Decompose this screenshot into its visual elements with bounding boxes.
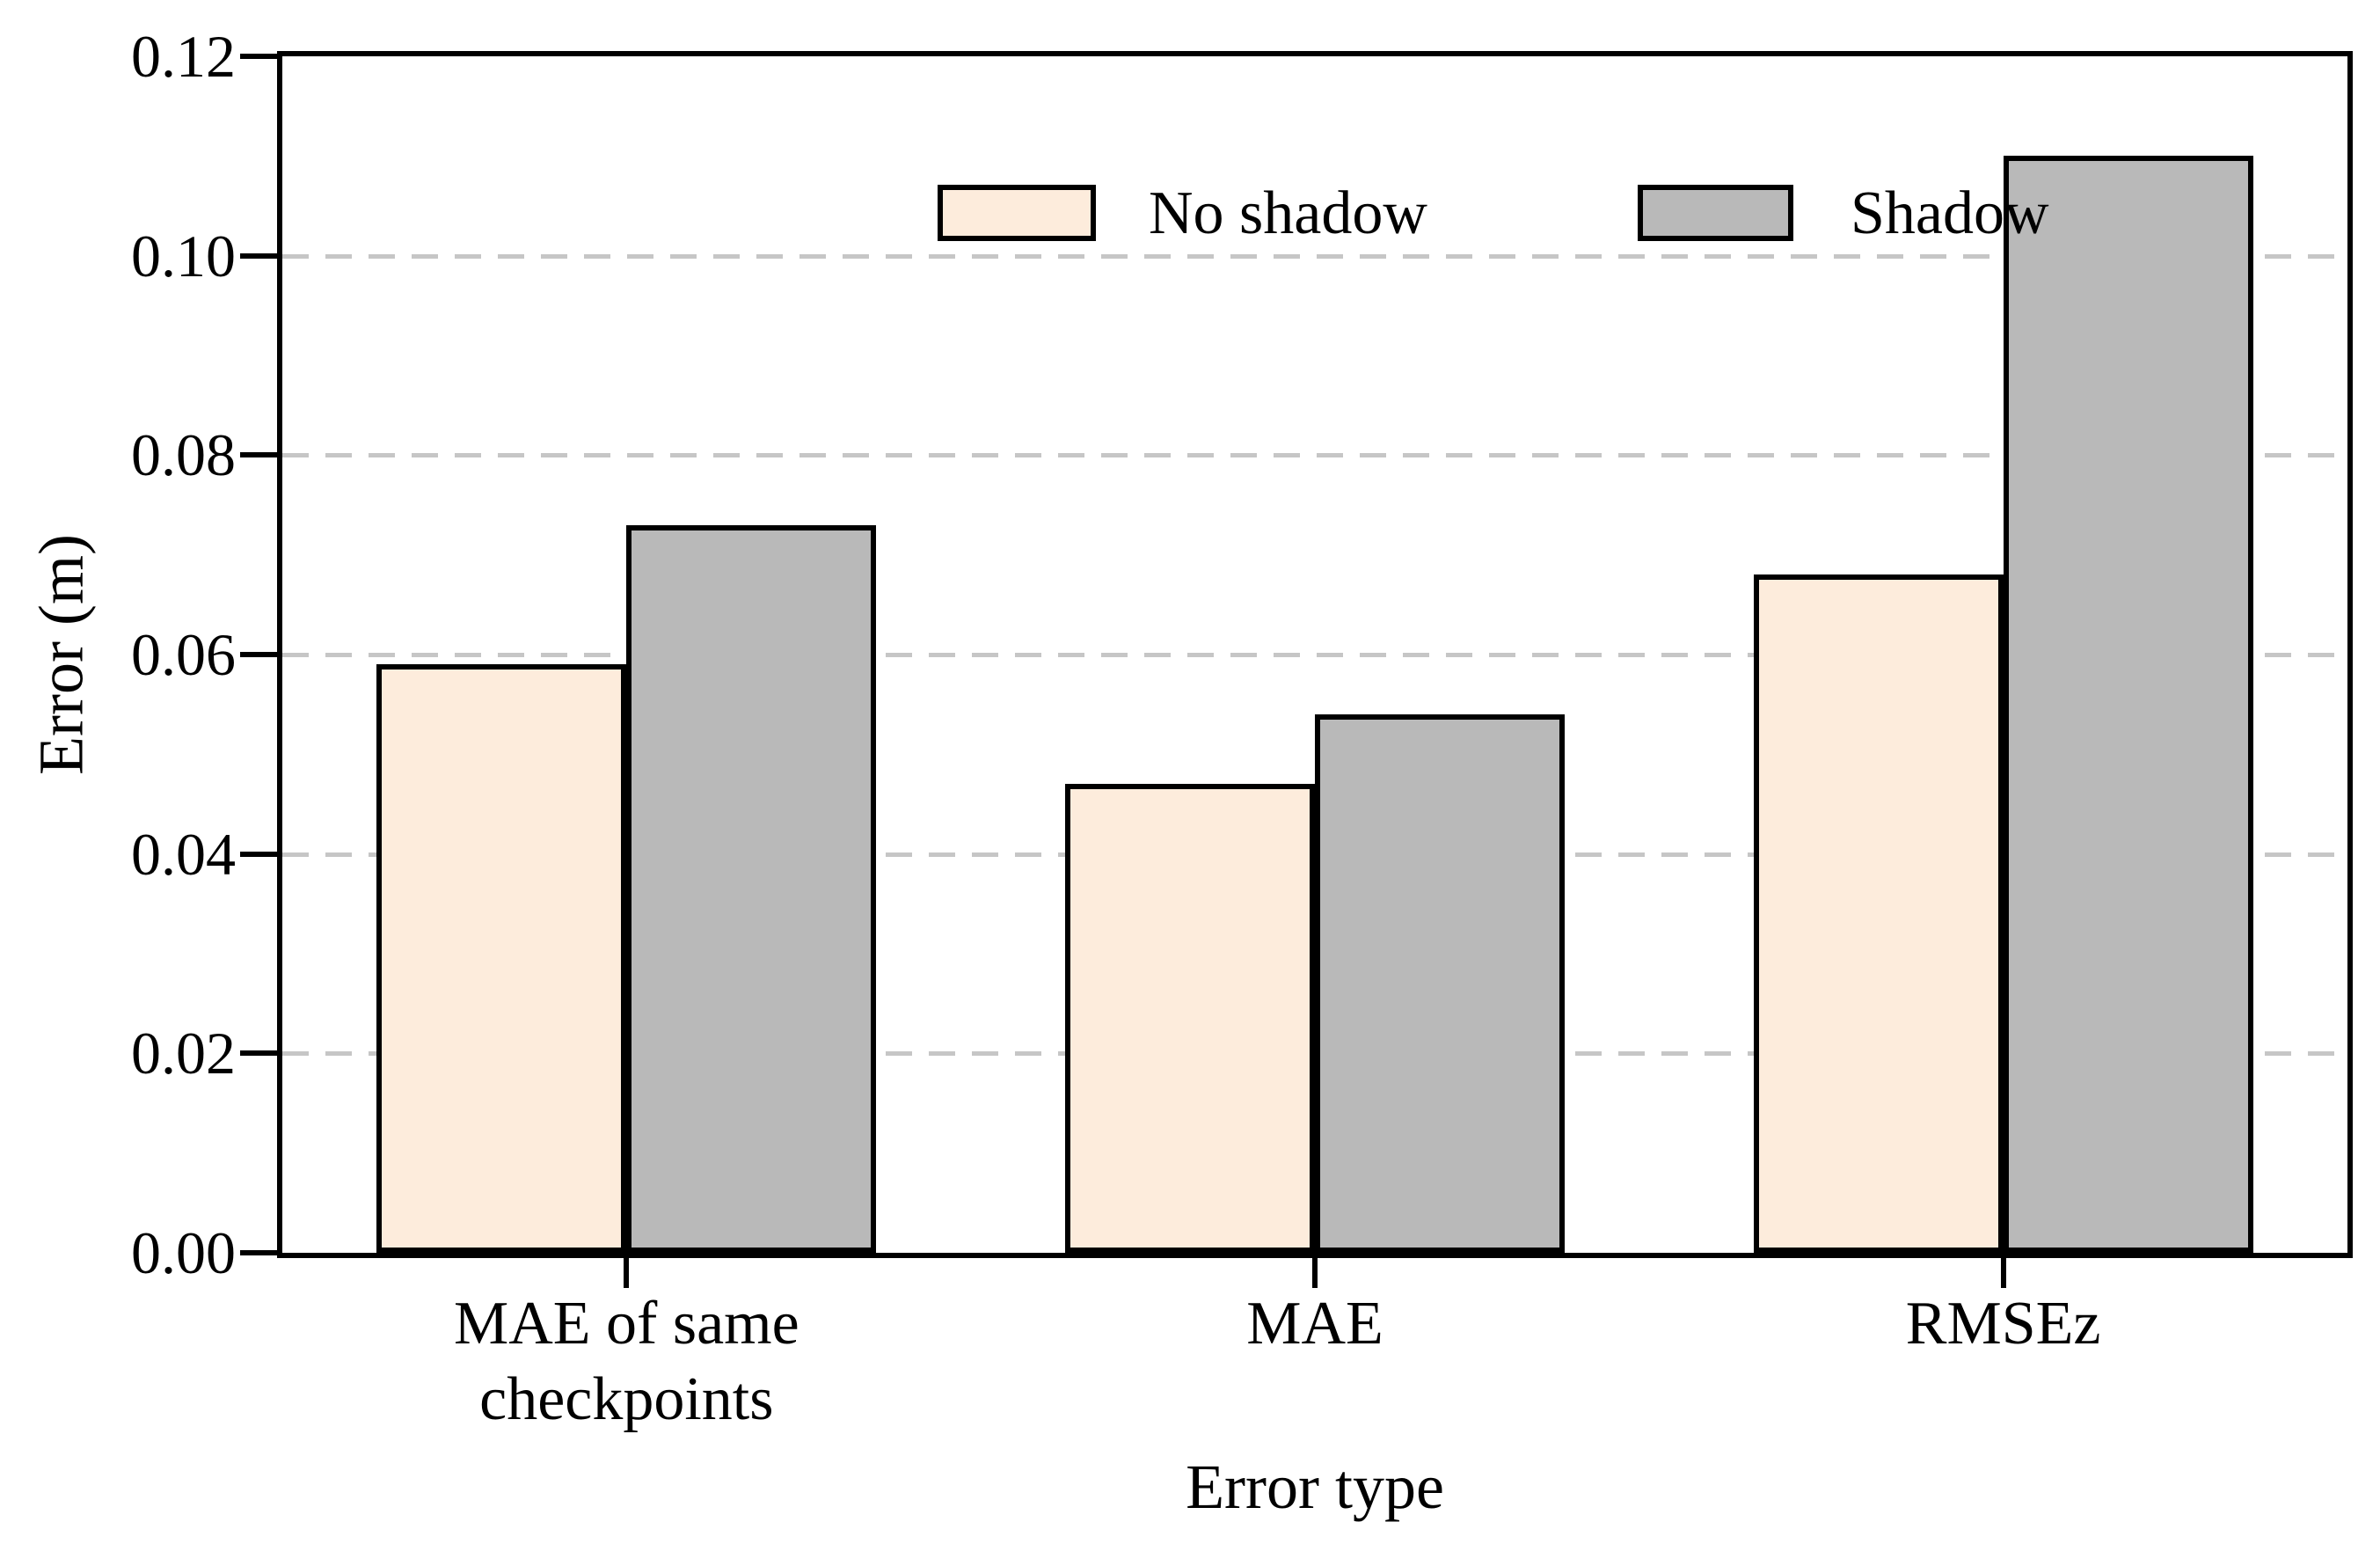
legend-swatch-no-shadow (938, 185, 1096, 241)
y-tick-label-0.10: 0.10 (131, 222, 236, 289)
gridline-y-0.06 (282, 653, 2347, 657)
y-tick-label-0.02: 0.02 (131, 1020, 236, 1087)
legend-swatch-shadow (1638, 185, 1793, 241)
y-tick-label-0.04: 0.04 (131, 820, 236, 888)
bar-no-shadow-cat2 (1753, 574, 2004, 1253)
x-tick-mark-1 (1312, 1253, 1318, 1288)
x-tick-label-1: MAE (1246, 1290, 1383, 1357)
bar-shadow-cat1 (1315, 714, 1565, 1253)
bar-no-shadow-cat0 (376, 664, 627, 1253)
legend-label-shadow: Shadow (1851, 179, 2049, 247)
y-tick-label-0.00: 0.00 (131, 1219, 236, 1286)
y-tick-mark-0.02 (240, 1050, 277, 1057)
y-tick-label-0.08: 0.08 (131, 421, 236, 489)
y-tick-label-0.06: 0.06 (131, 621, 236, 688)
y-tick-mark-0.12 (240, 54, 277, 59)
bar-no-shadow-cat1 (1065, 784, 1315, 1253)
x-tick-label-0: MAE of same checkpoints (453, 1290, 799, 1433)
gridline-y-0.08 (282, 453, 2347, 458)
legend-label-no-shadow: No shadow (1149, 179, 1427, 247)
y-tick-mark-0.04 (240, 851, 277, 857)
y-tick-mark-0.06 (240, 652, 277, 657)
x-tick-mark-2 (2000, 1253, 2006, 1288)
bar-shadow-cat0 (626, 524, 877, 1253)
bar-shadow-cat2 (2003, 156, 2253, 1253)
gridline-y-0.10 (282, 253, 2347, 259)
x-tick-mark-0 (624, 1253, 630, 1288)
plot-area: No shadow Shadow (277, 51, 2353, 1258)
x-axis-title: Error type (1186, 1452, 1444, 1522)
y-tick-mark-0.08 (240, 452, 277, 458)
y-tick-mark-0.10 (240, 252, 277, 259)
x-tick-label-2: RMSEz (1905, 1290, 2101, 1357)
y-tick-mark-0.00 (240, 1250, 277, 1255)
y-tick-label-0.12: 0.12 (131, 23, 236, 90)
